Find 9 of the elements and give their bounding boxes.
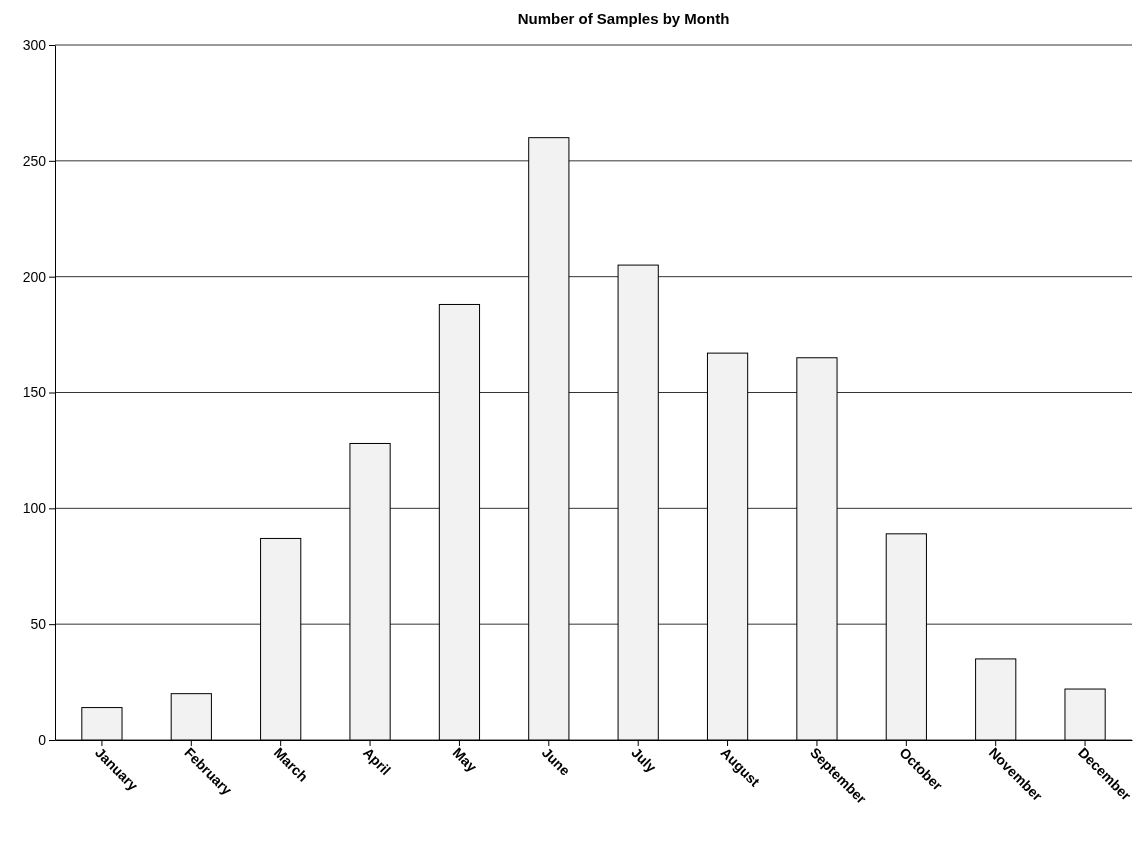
y-tick-label: 200 bbox=[22, 268, 47, 285]
y-tick-label: 300 bbox=[22, 36, 47, 53]
x-tick-label: July bbox=[628, 744, 660, 776]
y-tick-label: 50 bbox=[30, 616, 47, 633]
y-tick-label: 0 bbox=[38, 731, 47, 748]
y-tick-label: 100 bbox=[22, 500, 47, 517]
y-tick-label: 150 bbox=[22, 384, 47, 401]
y-tick-label: 250 bbox=[22, 152, 47, 169]
chart-title: Number of Samples by Month bbox=[517, 10, 730, 27]
